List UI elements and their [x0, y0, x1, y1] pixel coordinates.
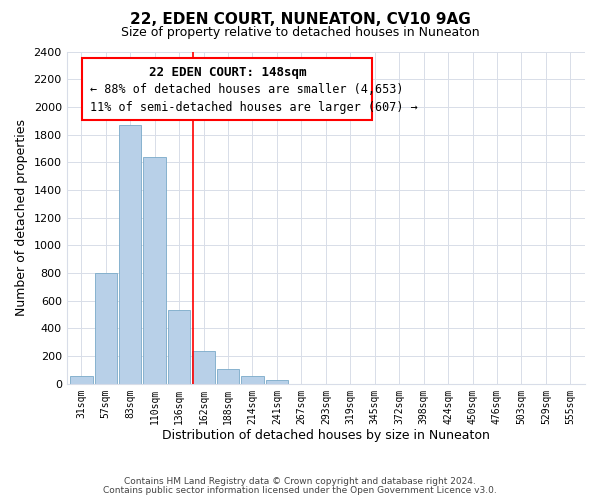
Bar [168, 310, 190, 384]
Bar [95, 273, 117, 384]
Bar [266, 380, 288, 384]
Bar [217, 368, 239, 384]
Text: 22, EDEN COURT, NUNEATON, CV10 9AG: 22, EDEN COURT, NUNEATON, CV10 9AG [130, 12, 470, 28]
Text: Contains public sector information licensed under the Open Government Licence v3: Contains public sector information licen… [103, 486, 497, 495]
Text: Size of property relative to detached houses in Nuneaton: Size of property relative to detached ho… [121, 26, 479, 39]
Text: 22 EDEN COURT: 148sqm: 22 EDEN COURT: 148sqm [149, 66, 306, 80]
Bar [143, 156, 166, 384]
Bar [193, 350, 215, 384]
Text: ← 88% of detached houses are smaller (4,653): ← 88% of detached houses are smaller (4,… [90, 83, 403, 96]
Text: 11% of semi-detached houses are larger (607) →: 11% of semi-detached houses are larger (… [90, 102, 418, 114]
Bar [70, 376, 92, 384]
Bar [119, 125, 142, 384]
X-axis label: Distribution of detached houses by size in Nuneaton: Distribution of detached houses by size … [162, 430, 490, 442]
Text: Contains HM Land Registry data © Crown copyright and database right 2024.: Contains HM Land Registry data © Crown c… [124, 477, 476, 486]
Y-axis label: Number of detached properties: Number of detached properties [15, 119, 28, 316]
FancyBboxPatch shape [82, 58, 373, 120]
Bar [241, 376, 264, 384]
